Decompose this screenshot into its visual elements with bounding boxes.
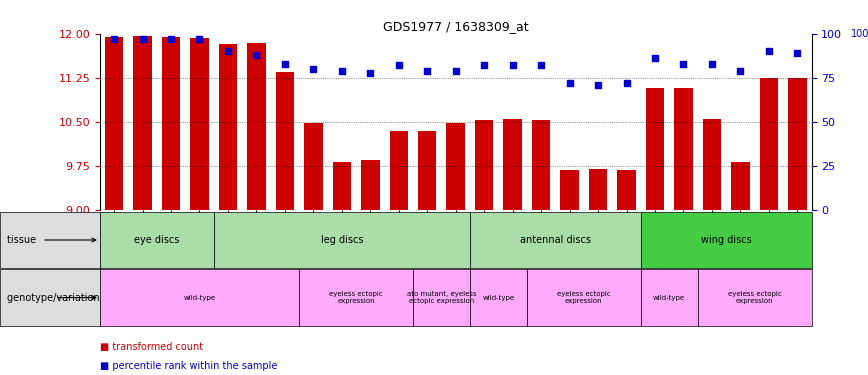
Point: [221, 48, 235, 54]
Bar: [641, 269, 698, 326]
Point: [648, 56, 662, 62]
Bar: [527, 269, 641, 326]
Point: [420, 68, 434, 74]
Bar: [105, 37, 123, 210]
Bar: [475, 120, 493, 210]
Text: wing discs: wing discs: [700, 235, 752, 245]
Bar: [617, 170, 635, 210]
Bar: [304, 123, 323, 210]
Point: [506, 63, 520, 69]
Text: eyeless ectopic
expression: eyeless ectopic expression: [329, 291, 383, 304]
Text: ato mutant, eyeless
ectopic expression: ato mutant, eyeless ectopic expression: [406, 291, 477, 304]
Text: eye discs: eye discs: [134, 235, 180, 245]
Point: [135, 36, 149, 42]
Point: [620, 80, 634, 86]
Bar: [214, 212, 470, 268]
Text: ■ percentile rank within the sample: ■ percentile rank within the sample: [100, 361, 277, 370]
Text: wild-type: wild-type: [483, 295, 515, 301]
Text: eyeless ectopic
expression: eyeless ectopic expression: [557, 291, 611, 304]
Bar: [446, 123, 465, 210]
Bar: [390, 131, 408, 210]
Bar: [641, 212, 812, 268]
Text: tissue: tissue: [7, 235, 95, 245]
Text: 100%: 100%: [851, 29, 868, 39]
Bar: [100, 269, 299, 326]
Bar: [470, 269, 527, 326]
Bar: [561, 170, 579, 210]
Bar: [674, 88, 693, 210]
Point: [164, 36, 178, 42]
Bar: [299, 269, 413, 326]
Text: genotype/variation: genotype/variation: [7, 292, 103, 303]
Text: ■ transformed count: ■ transformed count: [100, 342, 203, 352]
Bar: [0, 212, 100, 268]
Point: [335, 68, 349, 74]
Bar: [788, 78, 806, 210]
Point: [278, 61, 292, 67]
Bar: [703, 119, 721, 210]
Point: [591, 82, 605, 88]
Bar: [100, 212, 214, 268]
Point: [364, 69, 378, 75]
Bar: [247, 43, 266, 210]
Bar: [698, 269, 812, 326]
Bar: [0, 269, 100, 326]
Point: [733, 68, 747, 74]
Bar: [190, 38, 208, 210]
Bar: [589, 169, 608, 210]
Bar: [760, 78, 778, 210]
Bar: [532, 120, 550, 210]
Point: [249, 52, 263, 58]
Point: [762, 48, 776, 54]
Bar: [276, 72, 294, 210]
Point: [562, 80, 576, 86]
Text: leg discs: leg discs: [320, 235, 363, 245]
Point: [676, 61, 690, 67]
Point: [477, 63, 491, 69]
Bar: [134, 36, 152, 210]
Bar: [731, 162, 750, 210]
Point: [791, 50, 805, 56]
Title: GDS1977 / 1638309_at: GDS1977 / 1638309_at: [383, 20, 529, 33]
Point: [306, 66, 320, 72]
Point: [534, 63, 548, 69]
Text: eyeless ectopic
expression: eyeless ectopic expression: [727, 291, 781, 304]
Text: wild-type: wild-type: [183, 295, 215, 301]
Point: [705, 61, 719, 67]
Text: antennal discs: antennal discs: [520, 235, 591, 245]
Point: [449, 68, 463, 74]
Bar: [219, 44, 237, 210]
Bar: [646, 88, 664, 210]
Bar: [161, 37, 181, 210]
Point: [107, 36, 121, 42]
Bar: [361, 160, 379, 210]
Bar: [503, 119, 522, 210]
Point: [391, 63, 405, 69]
Point: [193, 36, 207, 42]
Bar: [413, 269, 470, 326]
Bar: [332, 162, 351, 210]
Bar: [470, 212, 641, 268]
Text: wild-type: wild-type: [653, 295, 686, 301]
Bar: [418, 131, 437, 210]
